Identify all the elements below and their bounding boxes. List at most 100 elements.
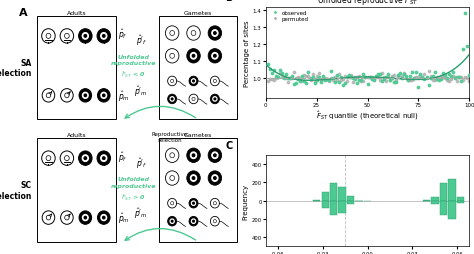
Bar — [338, 187, 346, 201]
permuted — [362, 75, 369, 79]
permuted — [447, 77, 455, 82]
permuted — [356, 75, 363, 79]
Circle shape — [210, 199, 219, 208]
observed — [354, 82, 361, 86]
Circle shape — [187, 27, 200, 41]
observed — [284, 77, 292, 81]
Circle shape — [42, 89, 55, 103]
observed — [339, 84, 347, 88]
permuted — [280, 76, 288, 80]
permuted — [341, 74, 349, 78]
permuted — [378, 72, 385, 76]
Circle shape — [168, 216, 177, 226]
permuted — [354, 76, 361, 80]
permuted — [343, 79, 351, 83]
Circle shape — [193, 220, 194, 222]
Circle shape — [170, 219, 174, 224]
Circle shape — [101, 93, 107, 99]
permuted — [394, 74, 402, 78]
observed — [404, 79, 412, 83]
observed — [453, 75, 461, 80]
observed — [317, 81, 325, 85]
Circle shape — [214, 177, 216, 180]
Circle shape — [42, 29, 55, 44]
permuted — [301, 74, 308, 78]
observed — [329, 76, 337, 81]
permuted — [451, 76, 459, 80]
Circle shape — [61, 89, 73, 103]
permuted — [315, 71, 322, 75]
Circle shape — [191, 201, 196, 205]
Circle shape — [189, 95, 198, 104]
permuted — [382, 79, 390, 83]
Text: C: C — [225, 141, 232, 151]
permuted — [380, 75, 388, 80]
Y-axis label: Percentage of sites: Percentage of sites — [244, 20, 250, 86]
permuted — [274, 75, 282, 80]
observed — [266, 68, 273, 72]
Circle shape — [187, 149, 200, 163]
Text: Gametes: Gametes — [184, 11, 212, 16]
Circle shape — [189, 77, 198, 86]
permuted — [276, 72, 284, 76]
observed — [357, 78, 365, 82]
Circle shape — [102, 157, 105, 160]
observed — [311, 82, 319, 86]
Circle shape — [212, 53, 218, 60]
observed — [398, 77, 406, 81]
permuted — [294, 76, 302, 80]
permuted — [433, 75, 440, 80]
observed — [337, 76, 345, 80]
permuted — [288, 76, 296, 80]
permuted — [264, 80, 272, 84]
Circle shape — [82, 93, 88, 99]
permuted — [419, 76, 426, 81]
observed — [437, 77, 445, 82]
permuted — [398, 74, 406, 78]
Circle shape — [168, 199, 177, 208]
observed — [415, 86, 422, 90]
observed — [349, 77, 357, 81]
Bar — [347, 201, 355, 204]
Circle shape — [208, 171, 222, 185]
permuted — [429, 78, 437, 83]
permuted — [401, 72, 408, 76]
Circle shape — [187, 49, 200, 64]
observed — [461, 12, 469, 17]
observed — [278, 72, 286, 76]
permuted — [461, 76, 469, 80]
permuted — [272, 77, 280, 81]
observed — [386, 78, 394, 82]
Circle shape — [170, 97, 174, 102]
permuted — [284, 81, 292, 85]
observed — [341, 81, 349, 85]
Bar — [321, 201, 329, 208]
observed — [346, 74, 353, 78]
permuted — [317, 79, 325, 83]
permuted — [366, 76, 374, 80]
observed — [406, 75, 414, 79]
observed — [429, 74, 437, 78]
observed — [313, 78, 320, 82]
Circle shape — [191, 219, 196, 224]
Circle shape — [212, 31, 218, 37]
Bar — [321, 192, 329, 201]
Circle shape — [214, 55, 216, 58]
Circle shape — [165, 171, 179, 185]
Bar — [347, 196, 355, 201]
Circle shape — [79, 211, 91, 225]
permuted — [459, 78, 467, 83]
observed — [443, 77, 451, 81]
Text: Reproductive
selection: Reproductive selection — [152, 253, 188, 254]
permuted — [319, 78, 327, 82]
Circle shape — [165, 149, 179, 163]
observed — [447, 74, 455, 78]
observed — [445, 73, 453, 77]
observed — [297, 80, 304, 84]
Bar — [423, 200, 430, 201]
observed — [303, 81, 310, 85]
Circle shape — [193, 202, 194, 204]
observed — [366, 75, 374, 79]
Text: Adults: Adults — [67, 133, 86, 138]
observed — [451, 77, 459, 81]
